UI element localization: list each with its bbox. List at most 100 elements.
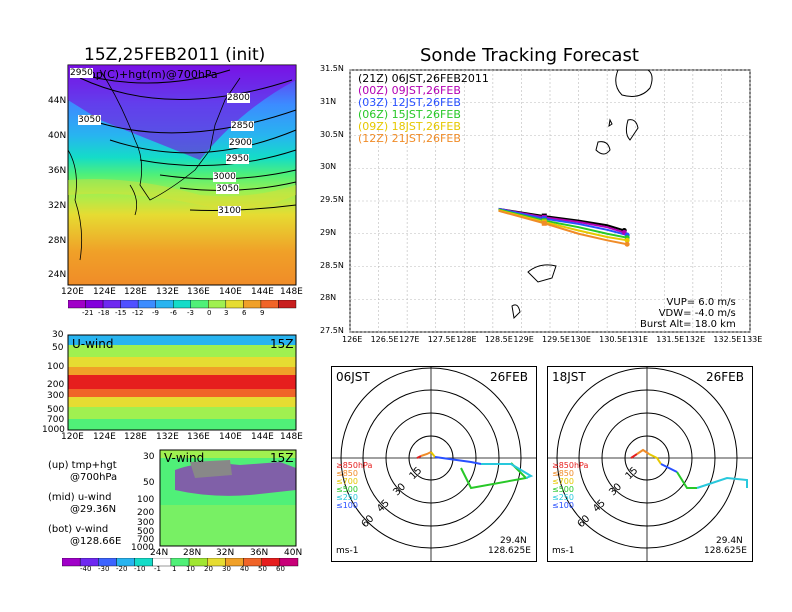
note-mid-a: (mid) u-wind — [48, 492, 112, 503]
hodo1-unit: ms-1 — [336, 546, 359, 556]
u-y-tick: 100 — [47, 362, 65, 372]
track-legend-item: (09Z) 18JST,26FEB — [358, 120, 461, 133]
u-wind-label: U-wind — [72, 337, 114, 351]
hodograph-trace — [481, 463, 534, 479]
hodo2-levels: ≥850hPa ≤850 ≤700 ≤500 ≤250 ≤100 — [552, 462, 588, 510]
track-line — [498, 209, 628, 242]
lon-tick: 136E — [187, 287, 210, 297]
track-lon-tick: 130E — [570, 335, 591, 344]
hodograph-trace — [630, 453, 638, 459]
contour-label: 3000 — [213, 172, 236, 182]
level-legend: ≥850hPa — [552, 461, 589, 470]
track-lat-tick: 31.5N — [320, 64, 344, 73]
wind-colorbar-label: -1 — [154, 565, 161, 573]
u-x-tick: 132E — [156, 432, 179, 442]
track-lat-tick: 28.5N — [320, 260, 344, 270]
level-legend: ≤100 — [336, 501, 358, 510]
u-y-tick: 300 — [47, 391, 65, 401]
note-bot-b: @128.66E — [70, 536, 122, 547]
lat-tick: 32N — [48, 201, 67, 211]
level-legend: ≤850 — [336, 469, 358, 478]
level-legend: ≤500 — [552, 485, 574, 494]
right-panel-title: Sonde Tracking Forecast — [420, 45, 639, 66]
contour-label: 2800 — [227, 93, 250, 103]
note-mid-b: @29.36N — [70, 504, 117, 515]
track-lon-tick: 126.5E — [370, 335, 399, 344]
colorbar-label: 9 — [260, 309, 265, 317]
wind-colorbar-label: -40 — [80, 565, 92, 573]
vup-text: VUP= 6.0 m/s — [666, 297, 736, 308]
colorbar-label: 3 — [224, 309, 229, 317]
u-x-tick: 124E — [93, 432, 116, 442]
landing-point — [624, 241, 630, 247]
hodo1-lon: 128.625E — [488, 546, 531, 556]
hodo2-date: 26FEB — [706, 370, 744, 384]
hodo1-lat: 29.4N — [500, 536, 527, 546]
contour-label: 3050 — [216, 184, 239, 194]
wind-colorbar-label: -10 — [134, 565, 146, 573]
u-wind-cross-section — [67, 334, 297, 431]
lat-tick: 36N — [48, 166, 67, 176]
track-lat-tick: 28N — [320, 293, 337, 303]
wind-colorbar-label: 10 — [186, 565, 195, 573]
wind-colorbar-swatch — [62, 558, 81, 567]
wind-colorbar — [62, 558, 299, 567]
wind-colorbar-swatch — [279, 558, 299, 567]
hodograph-trace — [420, 451, 432, 457]
colorbar-label: -6 — [170, 309, 177, 317]
contour-label: 2900 — [229, 138, 252, 148]
burst-point — [541, 220, 547, 226]
u-y-tick: 500 — [47, 405, 65, 415]
track-line — [498, 209, 628, 246]
hodograph-trace — [416, 455, 422, 459]
track-lon-tick: 133E — [742, 335, 763, 344]
lon-tick: 140E — [219, 287, 242, 297]
hodograph-trace — [660, 463, 678, 473]
v-x-tick: 40N — [284, 548, 303, 558]
hodograph-trace — [648, 453, 662, 465]
temperature-colorbar — [68, 300, 297, 309]
v-x-tick: 28N — [183, 548, 202, 558]
v-y-tick: 700 — [137, 535, 155, 545]
track-lon-tick: 126E — [342, 335, 363, 344]
track-lat-tick: 29N — [320, 227, 337, 237]
track-lat-tick: 30N — [320, 162, 337, 172]
lon-tick: 144E — [251, 287, 274, 297]
contour-label: 2950 — [70, 68, 93, 78]
hodograph-trace — [696, 476, 748, 489]
v-x-tick: 24N — [150, 548, 169, 558]
sonde-track-map — [349, 69, 751, 333]
u-x-tick: 144E — [251, 432, 274, 442]
u-x-tick: 140E — [219, 432, 242, 442]
contour-label: 2950 — [226, 154, 249, 164]
hodo1-time: 06JST — [336, 370, 370, 384]
hodo2-time: 18JST — [552, 370, 586, 384]
temp-height-map — [67, 64, 297, 286]
u-y-tick: 200 — [47, 380, 65, 390]
level-legend: ≤700 — [552, 477, 574, 486]
wind-colorbar-label: -20 — [116, 565, 128, 573]
track-legend-item: (12Z) 21JST,26FEB — [358, 132, 461, 145]
lon-tick: 124E — [93, 287, 116, 297]
hodograph-trace — [430, 451, 436, 458]
hodograph-trace — [636, 448, 650, 455]
track-lon-tick: 129.5E — [542, 335, 570, 344]
track-lon-tick: 127.5E — [427, 335, 456, 344]
hodograph-trace — [460, 462, 529, 490]
track-lat-tick: 31N — [320, 96, 337, 106]
hodo1-date: 26FEB — [490, 370, 528, 384]
lat-tick: 44N — [48, 96, 67, 106]
vdw-text: VDW= -4.0 m/s — [658, 308, 736, 319]
wind-colorbar-label: 30 — [222, 565, 231, 573]
level-legend: ≥850hPa — [336, 461, 373, 470]
track-lat-tick: 27.5N — [320, 326, 344, 335]
map700-subtitle: temp(C)+hgt(m)@700hPa — [74, 68, 218, 81]
track-legend-item: (06Z) 15JST,26FEB — [358, 108, 461, 121]
hodograph-trace — [676, 471, 697, 489]
v-wind-label: V-wind — [164, 451, 205, 465]
track-lon-tick: 127E — [399, 335, 420, 344]
level-legend: ≤850 — [552, 469, 574, 478]
v-y-tick: 30 — [143, 452, 155, 462]
colorbar-label: -12 — [132, 309, 144, 317]
